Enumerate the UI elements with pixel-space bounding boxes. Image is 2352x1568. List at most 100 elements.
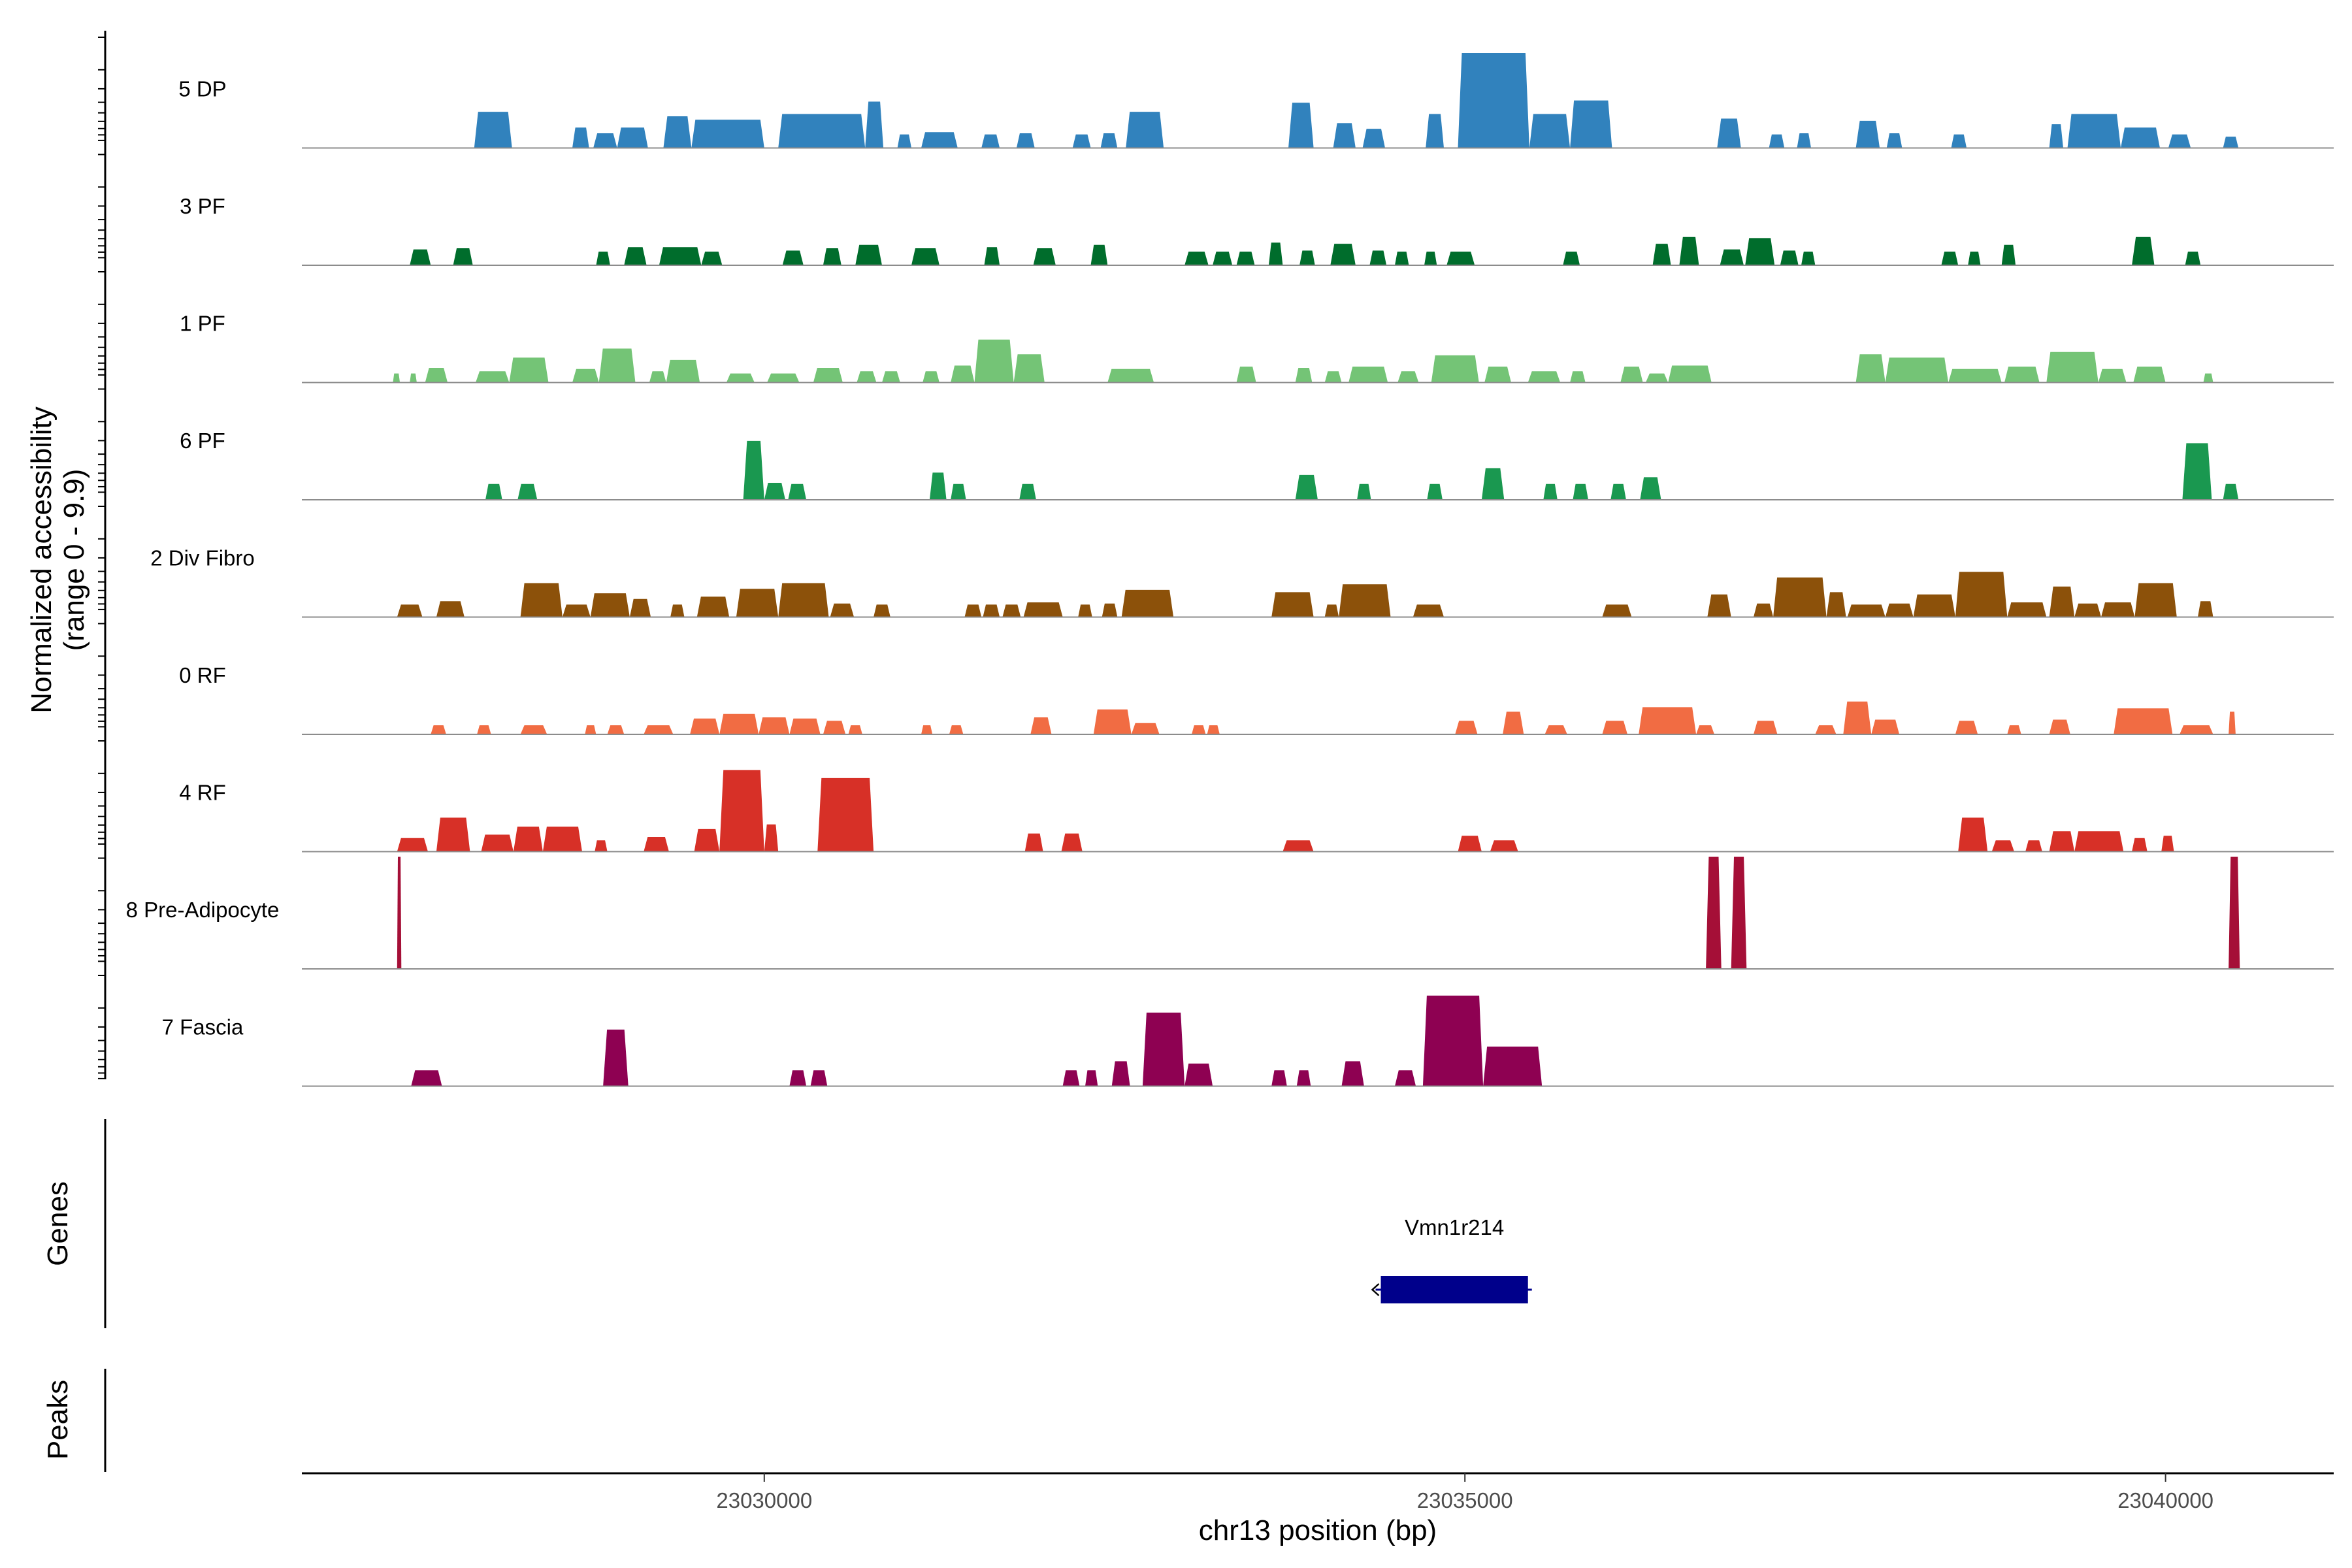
coverage-peak (2001, 244, 2016, 265)
coverage-peak (629, 598, 651, 617)
coverage-peak (1958, 817, 1988, 852)
coverage-peak (477, 725, 491, 734)
coverage-peak (921, 132, 958, 148)
coverage-peak (453, 248, 473, 265)
coverage-peak (2074, 831, 2124, 852)
coverage-peak (1330, 244, 1356, 265)
coverage-peak (951, 365, 975, 383)
coverage-peak (2025, 840, 2042, 852)
coverage-peak (1720, 249, 1744, 265)
coverage-peak (1184, 1063, 1213, 1086)
coverage-peak (1024, 833, 1043, 852)
coverage-peak (624, 247, 647, 265)
coverage-peak (2007, 602, 2047, 617)
coverage-peak (1639, 707, 1697, 734)
coverage-peak (1640, 477, 1661, 500)
coverage-peak (1062, 1070, 1080, 1086)
coverage-peak (1369, 250, 1387, 265)
coverage-peak (2161, 836, 2174, 852)
coverage-peak (1126, 112, 1164, 148)
coverage-peak (1745, 238, 1775, 265)
coverage-peak (2049, 831, 2075, 852)
coverage-peak (1397, 371, 1419, 383)
coverage-peak (1078, 604, 1092, 617)
coverage-peak (2098, 368, 2127, 383)
coverage-peak (1324, 604, 1339, 617)
coverage-peak (1847, 604, 1886, 617)
coverage-peak (1602, 721, 1627, 734)
coverage-peak (670, 604, 685, 617)
coverage-peak (981, 134, 1000, 148)
coverage-peak (1184, 252, 1209, 265)
track-1-pf: 1 PF (180, 312, 2334, 384)
coverage-peak (789, 718, 821, 734)
coverage-peak (1296, 1070, 1311, 1086)
coverage-peak (1131, 723, 1160, 734)
coverage-peak (1948, 368, 2002, 383)
coverage-peak (929, 472, 947, 500)
coverage-peak (1207, 725, 1220, 734)
track-5-dp: 5 DP (178, 53, 2334, 149)
coverage-peak (572, 368, 599, 383)
coverage-peak (1801, 252, 1816, 265)
coverage-peak (1424, 252, 1437, 265)
track-label: 5 DP (178, 77, 226, 101)
coverage-peak (1544, 725, 1567, 734)
coverage-peak (436, 601, 465, 617)
track-label: 8 Pre-Adipocyte (126, 898, 280, 922)
coverage-peak (817, 777, 874, 852)
coverage-peak (2203, 373, 2213, 383)
coverage-peak (617, 127, 648, 148)
x-tick-label: 23035000 (1417, 1488, 1513, 1512)
coverage-peak (1843, 701, 1872, 734)
coverage-peak (509, 357, 549, 383)
coverage-peak (964, 604, 982, 617)
coverage-peak (1107, 368, 1154, 383)
gene-label: Vmn1r214 (1405, 1215, 1504, 1239)
coverage-peak (2198, 601, 2213, 617)
coverage-peak (701, 252, 723, 265)
coverage-peak (1090, 244, 1108, 265)
coverage-peak (1602, 604, 1632, 617)
coverage-peak (2182, 443, 2212, 500)
coverage-peak (1446, 252, 1475, 265)
coverage-peak (1271, 1070, 1287, 1086)
track-7-fascia: 7 Fascia (162, 995, 2334, 1087)
coverage-peak (778, 114, 866, 148)
coverage-peak (590, 593, 630, 617)
coverage-peak (911, 248, 939, 265)
track-label: 2 Div Fibro (150, 546, 255, 570)
coverage-peak (691, 120, 764, 148)
coverage-peak (1019, 483, 1036, 500)
coverage-peak (778, 583, 829, 617)
coverage-peak (1706, 857, 1722, 969)
coverage-peak (1431, 355, 1479, 383)
coverage-peak (517, 483, 538, 500)
coverage-peak (397, 604, 423, 617)
coverage-peak (436, 817, 470, 852)
coverage-peak (1707, 594, 1731, 617)
coverage-peak (397, 838, 428, 852)
coverage-peak (1826, 592, 1846, 617)
coverage-peak (2229, 711, 2236, 734)
coverage-peak (2101, 602, 2135, 617)
coverage-peak (1192, 725, 1206, 734)
coverage-peak (649, 371, 666, 383)
coverage-peak (767, 373, 800, 383)
coverage-peak (1121, 589, 1174, 617)
coverage-peak (1754, 603, 1774, 617)
coverage-peak (1955, 572, 2008, 617)
coverage-peak (1527, 371, 1561, 383)
coverage-peak (425, 368, 448, 383)
coverage-peak (2132, 237, 2155, 265)
coverage-peak (593, 133, 617, 148)
track-label: 1 PF (180, 312, 225, 336)
coverage-peak (726, 373, 755, 383)
coverage-peak (2133, 367, 2166, 383)
coverage-peak (2114, 708, 2173, 734)
coverage-tracks: 5 DP 3 PF 1 PF 6 PF 2 Div Fibro 0 RF 4 RF 8 Pre… (126, 53, 2334, 1087)
coverage-peak (865, 101, 884, 148)
coverage-peak (1717, 118, 1741, 148)
coverage-peak (1797, 133, 1811, 148)
coverage-peak (921, 725, 933, 734)
